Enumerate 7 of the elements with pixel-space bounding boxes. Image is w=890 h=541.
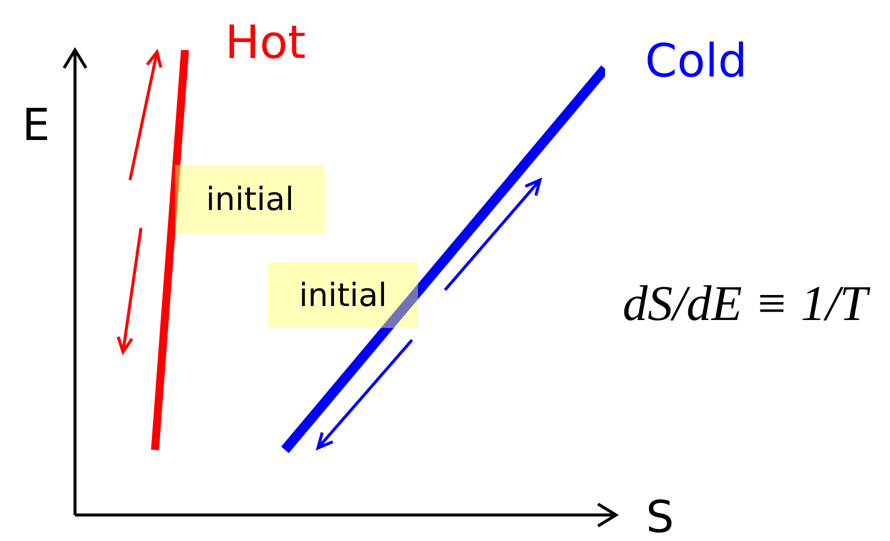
x-axis-title: S bbox=[646, 492, 674, 541]
y-axis-title: E bbox=[22, 100, 50, 151]
legend-label: Hot bbox=[225, 15, 306, 69]
annotation: initial bbox=[299, 276, 387, 314]
series-label: Cold bbox=[645, 34, 748, 88]
text: dS/dE ≡ 1/T bbox=[622, 275, 871, 331]
annotation: initial bbox=[206, 180, 294, 218]
